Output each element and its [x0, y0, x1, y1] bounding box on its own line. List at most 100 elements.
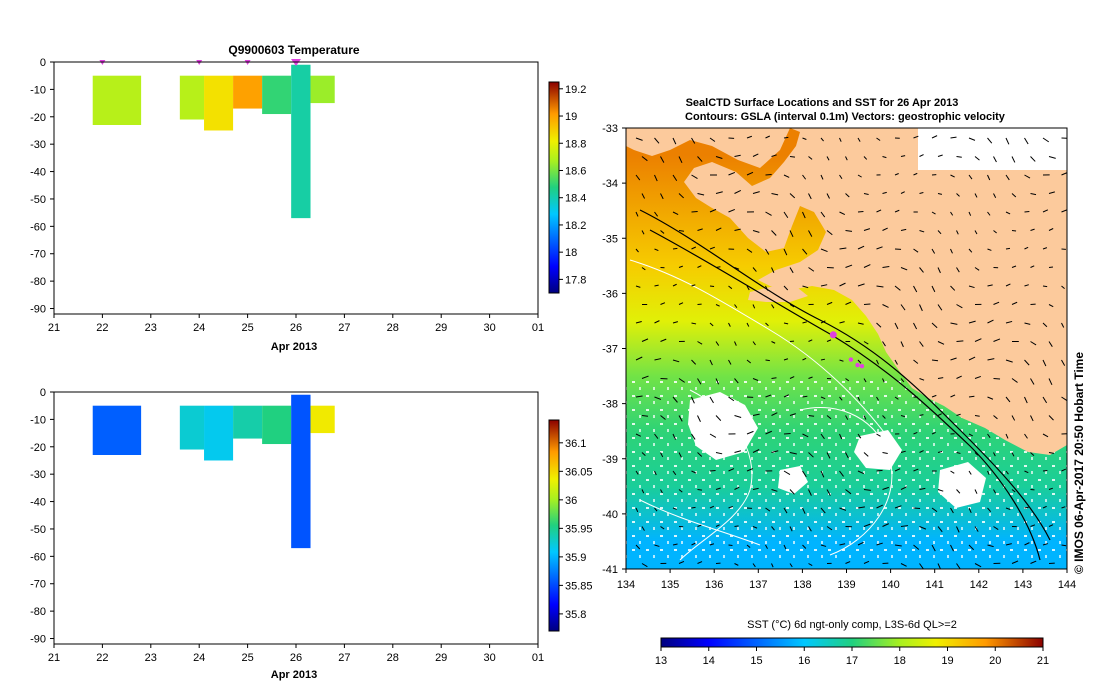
velocity-vector — [808, 339, 813, 342]
velocity-vector — [765, 359, 770, 362]
gsla-contour-line — [639, 499, 761, 546]
velocity-vector — [641, 193, 646, 199]
velocity-vector — [765, 394, 772, 398]
velocity-vector — [1048, 452, 1055, 454]
velocity-vector — [635, 356, 643, 361]
velocity-vector — [697, 489, 703, 491]
velocity-vector — [746, 171, 754, 176]
velocity-vector — [1024, 542, 1030, 546]
velocity-vector — [789, 563, 793, 568]
velocity-vector — [635, 248, 639, 253]
velocity-vector — [715, 452, 723, 455]
velocity-vector — [789, 489, 795, 495]
velocity-vector — [900, 450, 906, 453]
velocity-vector — [1042, 247, 1048, 250]
longitude-tick-label: 140 — [881, 579, 899, 591]
longitude-tick-label: 134 — [617, 579, 635, 591]
velocity-vector — [697, 561, 703, 564]
velocity-vector — [734, 415, 742, 418]
velocity-vector — [826, 301, 833, 305]
x-tick-label: 22 — [96, 322, 108, 334]
velocity-vector — [1048, 156, 1056, 159]
velocity-vector — [728, 396, 735, 402]
velocity-vector — [1005, 211, 1011, 215]
velocity-vector — [808, 563, 813, 567]
velocity-vector — [956, 267, 960, 273]
velocity-vector — [956, 304, 963, 309]
velocity-vector — [715, 415, 722, 421]
velocity-vector — [672, 211, 679, 216]
gsla-contour-line — [629, 259, 891, 441]
velocity-vector — [691, 284, 696, 287]
velocity-vector — [968, 248, 973, 253]
velocity-vector — [783, 248, 788, 256]
salinity-x-axis-label: Apr 2013 — [271, 669, 317, 681]
velocity-vector — [974, 563, 982, 568]
velocity-vector — [931, 135, 938, 139]
velocity-vector — [913, 248, 919, 253]
velocity-vector — [734, 304, 738, 309]
velocity-vector — [734, 341, 737, 346]
velocity-vector — [1061, 544, 1067, 547]
velocity-vector — [913, 285, 918, 293]
velocity-vector — [845, 193, 850, 198]
velocity-vector — [783, 544, 787, 550]
velocity-vector — [987, 358, 995, 361]
velocity-vector — [1061, 396, 1067, 402]
velocity-vector — [802, 285, 809, 289]
velocity-vector — [919, 414, 924, 416]
velocity-vector — [919, 230, 925, 233]
velocity-vector — [1024, 506, 1029, 509]
velocity-vector — [845, 561, 851, 564]
velocity-vector — [876, 209, 882, 213]
velocity-vector — [752, 413, 760, 416]
velocity-vector — [968, 320, 976, 324]
velocity-vector — [1005, 433, 1009, 439]
velocity-vector — [734, 190, 742, 194]
y-tick-label: -90 — [30, 634, 46, 646]
velocity-vector — [1061, 359, 1066, 366]
cloud-patch-south — [778, 466, 808, 494]
velocity-vector — [931, 431, 936, 435]
velocity-vector — [691, 322, 697, 325]
velocity-vector — [734, 228, 741, 231]
colorbar-tick-label: 35.95 — [565, 523, 593, 535]
velocity-vector — [968, 174, 973, 180]
velocity-vector — [691, 137, 696, 144]
velocity-vector — [672, 137, 677, 145]
velocity-vector — [709, 543, 715, 546]
velocity-vector — [839, 507, 847, 511]
velocity-vector — [641, 156, 648, 162]
y-tick-label: -50 — [30, 524, 46, 536]
sst-colorbar-label: SST (°C) 6d ngt-only comp, L3S-6d QL>=2 — [747, 619, 957, 631]
velocity-vector — [857, 470, 865, 475]
velocity-vector — [789, 304, 795, 308]
colorbar-tick-label: 36.1 — [565, 438, 586, 450]
velocity-vector — [1042, 433, 1049, 438]
velocity-vector — [1048, 487, 1053, 490]
velocity-vector — [1048, 266, 1054, 268]
velocity-vector — [1042, 359, 1047, 367]
velocity-vector — [950, 174, 955, 178]
velocity-vector — [654, 544, 660, 547]
velocity-vector — [894, 544, 902, 547]
velocity-vector — [900, 486, 907, 490]
velocity-vector — [882, 486, 889, 490]
velocity-vector — [857, 174, 862, 178]
velocity-vector — [789, 452, 797, 455]
velocity-vector — [715, 266, 721, 268]
velocity-vector — [808, 193, 812, 200]
sst-colorbar-tick-label: 21 — [1037, 655, 1049, 667]
velocity-vector — [734, 378, 739, 384]
velocity-vector — [697, 341, 703, 345]
velocity-vector — [1068, 230, 1073, 231]
velocity-vector — [697, 452, 703, 457]
velocity-vector — [919, 341, 924, 347]
velocity-vector — [654, 396, 662, 400]
longitude-tick-label: 143 — [1014, 579, 1032, 591]
velocity-vector — [734, 450, 742, 453]
y-tick-label: -20 — [30, 442, 46, 454]
velocity-vector — [987, 211, 991, 216]
velocity-vector — [654, 358, 662, 361]
map-longitude-ticks: 134 135 136 137 138 139 140 141 142 143 144 — [617, 569, 1076, 591]
